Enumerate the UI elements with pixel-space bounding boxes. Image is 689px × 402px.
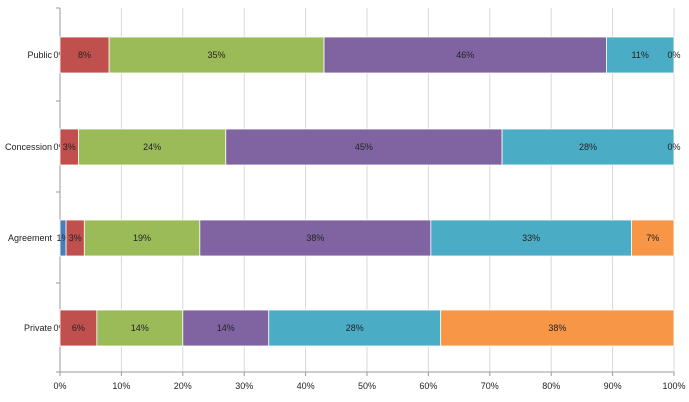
bar-segment (268, 309, 442, 347)
x-tick-label: 0% (53, 381, 66, 391)
data-label: 0% (667, 142, 680, 152)
x-tick-label: 100% (662, 381, 685, 391)
x-tick-label: 30% (235, 381, 253, 391)
x-tick-label: 40% (297, 381, 315, 391)
data-label: 11% (632, 50, 649, 60)
category-label: Private (24, 323, 52, 333)
data-label: 14% (217, 323, 235, 333)
data-label: 14% (131, 323, 149, 333)
category-label: Agreement (8, 233, 53, 243)
x-tick-label: 80% (542, 381, 560, 391)
data-label: 7% (646, 233, 659, 243)
x-tick-label: 50% (358, 381, 376, 391)
data-label: 6% (72, 323, 85, 333)
category-label: Concession (5, 142, 52, 152)
bar-segment (199, 219, 432, 257)
bar-segment (323, 36, 607, 74)
data-label: 38% (306, 233, 324, 243)
data-label: 3% (69, 233, 82, 243)
bar-segment (78, 128, 227, 166)
data-label: 3% (63, 142, 76, 152)
x-tick-label: 70% (481, 381, 499, 391)
bar-segment (440, 309, 675, 347)
bar-segment (83, 219, 201, 257)
bar-segment (631, 219, 675, 257)
data-label: 35% (208, 50, 226, 60)
bar-segment (59, 36, 110, 74)
x-tick-label: 90% (604, 381, 622, 391)
bar-segment (225, 128, 503, 166)
data-label: 38% (548, 323, 566, 333)
bar-segment (182, 309, 270, 347)
data-label: 45% (355, 142, 373, 152)
category-label: Public (27, 50, 52, 60)
bar-segment (430, 219, 632, 257)
x-tick-label: 60% (419, 381, 437, 391)
data-label: 0% (667, 50, 680, 60)
bar-segment (606, 36, 675, 74)
data-label: 28% (346, 323, 364, 333)
x-tick-label: 10% (112, 381, 130, 391)
data-label: 33% (522, 233, 540, 243)
data-label: 24% (143, 142, 161, 152)
data-label: 8% (78, 50, 91, 60)
data-label: 28% (579, 142, 597, 152)
bar-segment (59, 309, 98, 347)
bar-segment (108, 36, 325, 74)
bar-segment (96, 309, 184, 347)
data-label: 1% (57, 233, 70, 243)
data-label: 19% (133, 233, 151, 243)
data-label: 46% (456, 50, 474, 60)
bar-segment (501, 128, 675, 166)
x-tick-label: 20% (174, 381, 192, 391)
